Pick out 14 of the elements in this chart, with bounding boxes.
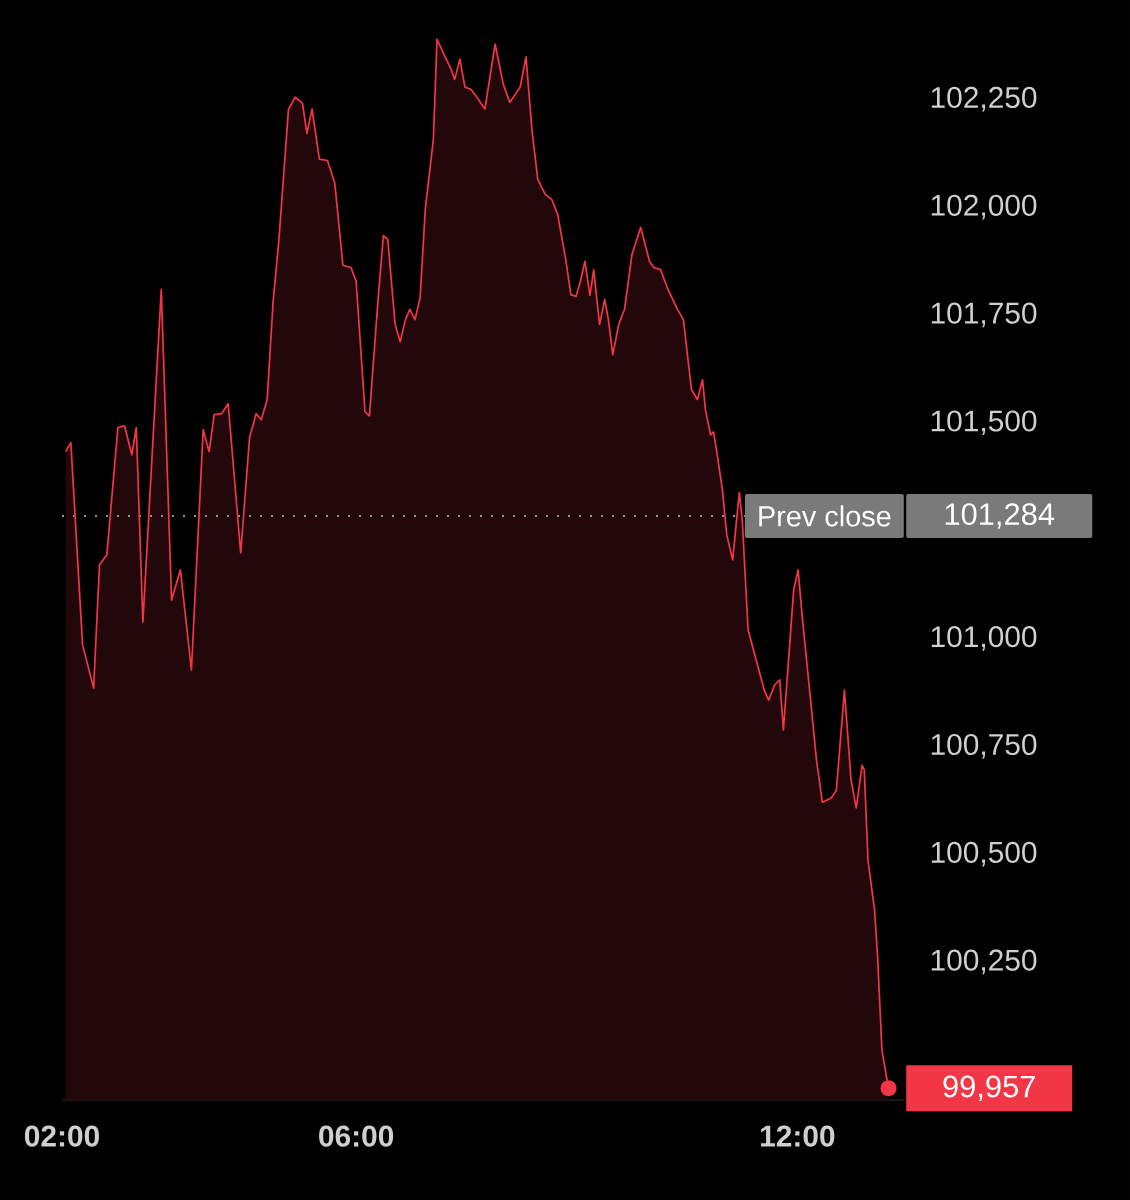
y-tick-label: 102,250 xyxy=(931,86,1037,112)
y-tick-label: 100,750 xyxy=(931,733,1037,759)
ref-line-label: Prev close xyxy=(759,505,891,527)
y-tick-label: 100,500 xyxy=(931,841,1037,867)
x-tick-label: 02:00 xyxy=(24,1125,99,1147)
y-tick-label: 101,500 xyxy=(931,410,1037,436)
annotation: 99,957 xyxy=(943,1075,1035,1102)
y-tick-label: 102,000 xyxy=(931,194,1037,220)
x-tick-label: 12:00 xyxy=(761,1125,835,1147)
x-tick-label: 06:00 xyxy=(319,1125,394,1147)
y-tick-label: 101,000 xyxy=(931,626,1037,651)
y-tick-label: 100,250 xyxy=(931,949,1037,975)
text: 101,284 xyxy=(945,503,1055,529)
y-tick-label: 101,750 xyxy=(931,302,1037,328)
